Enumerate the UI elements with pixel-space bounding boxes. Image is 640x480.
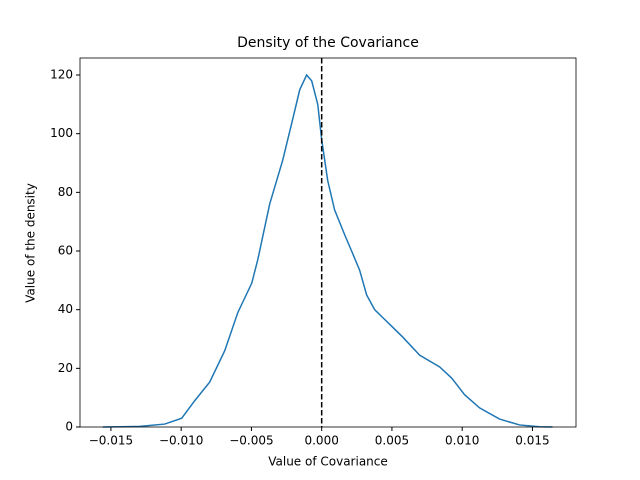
x-tick-label: 0.005 xyxy=(375,434,409,448)
x-tick-label: −0.015 xyxy=(89,434,133,448)
y-tick-label: 120 xyxy=(50,68,73,82)
y-tick-label: 80 xyxy=(58,185,73,199)
x-axis-label: Value of Covariance xyxy=(268,455,388,469)
chart-title: Density of the Covariance xyxy=(237,35,419,51)
x-tick-label: −0.005 xyxy=(229,434,273,448)
y-axis-label: Value of the density xyxy=(24,183,38,303)
y-tick-label: 0 xyxy=(65,420,73,434)
y-tick-label: 20 xyxy=(58,361,73,375)
y-tick-label: 100 xyxy=(50,126,73,140)
plot-frame xyxy=(79,57,577,428)
x-tick-label: −0.010 xyxy=(159,434,203,448)
y-tick-label: 60 xyxy=(58,244,73,258)
y-tick-label: 40 xyxy=(58,302,73,316)
x-tick-label: 0.000 xyxy=(304,434,338,448)
x-tick-label: 0.010 xyxy=(445,434,479,448)
x-tick-label: 0.015 xyxy=(515,434,549,448)
density-line xyxy=(102,73,553,428)
